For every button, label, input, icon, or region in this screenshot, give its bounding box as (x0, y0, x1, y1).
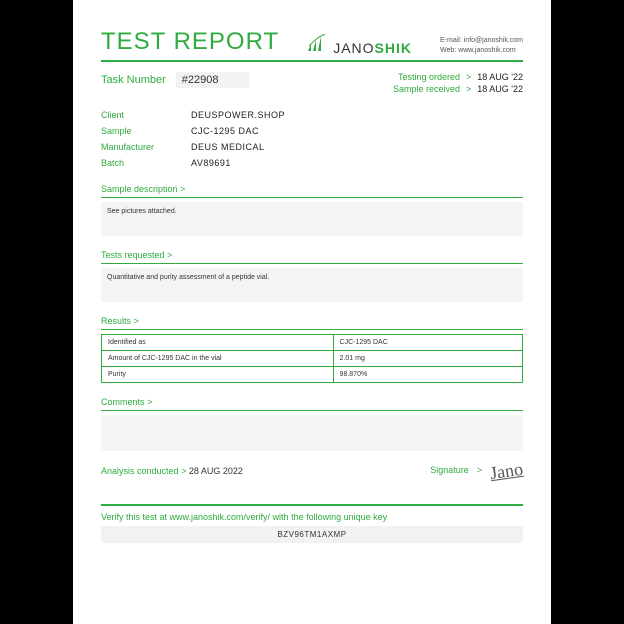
task-number-value: #22908 (176, 72, 249, 88)
analysis-date: 28 AUG 2022 (189, 466, 243, 476)
chevron-right-icon: > (466, 72, 471, 82)
result-key: Purity (102, 367, 334, 383)
verify-text: Verify this test at www.janoshik.com/ver… (101, 512, 523, 522)
chevron-right-icon: > (466, 84, 471, 94)
result-val: 2.01 mg (333, 351, 522, 367)
info-grid: Client DEUSPOWER.SHOP Sample CJC-1295 DA… (101, 110, 523, 168)
task-dates: Testing ordered > 18 AUG '22 Sample rece… (393, 72, 523, 96)
result-key: Identified as (102, 335, 334, 351)
footer-divider (101, 504, 523, 506)
ordered-date: 18 AUG '22 (477, 72, 523, 82)
analysis-left: Analysis conducted > 28 AUG 2022 (101, 466, 243, 476)
manufacturer-label: Manufacturer (101, 142, 191, 152)
result-key: Amount of CJC-1295 DAC in the vial (102, 351, 334, 367)
report-title: TEST REPORT (101, 28, 279, 56)
chart-bars-icon (307, 34, 329, 56)
sample-desc-heading: Sample description (101, 184, 523, 194)
results-heading: Results (101, 316, 523, 326)
task-number-label: Task Number (101, 74, 166, 86)
contact-block: E-mail: info@janoshik.com Web: www.janos… (440, 36, 523, 56)
comments-box (101, 415, 523, 451)
section-divider (101, 197, 523, 198)
batch-label: Batch (101, 158, 191, 168)
analysis-row: Analysis conducted > 28 AUG 2022 Signatu… (101, 465, 523, 478)
section-divider (101, 329, 523, 330)
manufacturer-value: DEUS MEDICAL (191, 142, 523, 152)
header: TEST REPORT JANOSHIK E-mail: info@janosh… (101, 28, 523, 56)
brand-logo: JANOSHIK (307, 34, 412, 56)
table-row: Purity98.870% (102, 367, 523, 383)
client-label: Client (101, 110, 191, 120)
header-divider (101, 60, 523, 62)
brand-text: JANOSHIK (333, 40, 412, 56)
table-row: Amount of CJC-1295 DAC in the vial2.01 m… (102, 351, 523, 367)
results-table: Identified asCJC-1295 DAC Amount of CJC-… (101, 334, 523, 383)
sample-label: Sample (101, 126, 191, 136)
ordered-label: Testing ordered (398, 72, 460, 82)
table-row: Identified asCJC-1295 DAC (102, 335, 523, 351)
task-number-block: Task Number #22908 (101, 72, 249, 88)
result-val: 98.870% (333, 367, 522, 383)
signature-block: Signature > Jano (430, 465, 523, 478)
section-divider (101, 263, 523, 264)
signature-icon: Jano (489, 463, 523, 480)
result-val: CJC-1295 DAC (333, 335, 522, 351)
section-divider (101, 410, 523, 411)
received-date: 18 AUG '22 (477, 84, 523, 94)
client-value: DEUSPOWER.SHOP (191, 110, 523, 120)
tests-req-heading: Tests requested (101, 250, 523, 260)
batch-value: AV89691 (191, 158, 523, 168)
signature-label: Signature (430, 465, 469, 475)
analysis-label: Analysis conducted (101, 466, 179, 476)
tests-req-box: Quantitative and purity assessment of a … (101, 268, 523, 302)
task-row: Task Number #22908 Testing ordered > 18 … (101, 72, 523, 96)
sample-value: CJC-1295 DAC (191, 126, 523, 136)
comments-heading: Comments (101, 397, 523, 407)
received-label: Sample received (393, 84, 460, 94)
sample-desc-box: See pictures attached. (101, 202, 523, 236)
unique-key-box: BZV96TM1AXMP (101, 526, 523, 543)
report-page: TEST REPORT JANOSHIK E-mail: info@janosh… (73, 0, 551, 624)
